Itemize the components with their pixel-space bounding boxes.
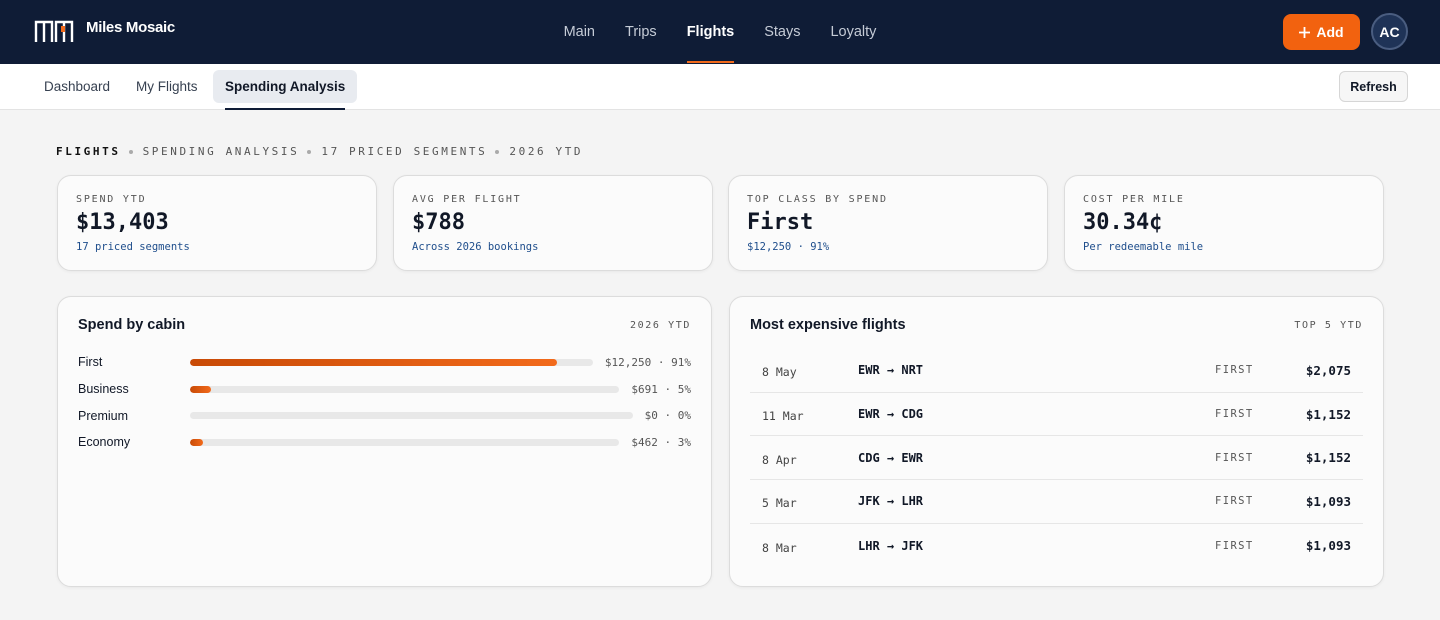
kpi-card: TOP CLASS BY SPEND First $12,250 · 91% — [728, 175, 1048, 271]
bar-fill — [190, 438, 203, 446]
cabin-name: Economy — [78, 435, 131, 450]
flight-date: 8 May — [762, 365, 797, 380]
kpi-value: $788 — [412, 210, 465, 235]
cabin-value: $691 · 5% — [631, 382, 691, 396]
flight-route: EWR → NRT — [858, 363, 924, 378]
kpi-sub: Across 2026 bookings — [412, 241, 539, 253]
flight-row[interactable]: 11 Mar EWR → CDG FIRST $1,152 — [750, 393, 1363, 437]
sub-nav: Refresh Dashboard My Flights Spending Anal… — [0, 64, 1440, 110]
flight-price: $1,093 — [1305, 538, 1351, 554]
main-nav: Main Trips Flights Stays Loyalty — [0, 0, 1440, 64]
nav-item[interactable]: Stays — [764, 24, 801, 40]
flight-class: FIRST — [1215, 495, 1254, 508]
kpi-label: SPEND YTD — [76, 194, 147, 205]
nav-item[interactable]: Main — [563, 24, 595, 40]
flight-class: FIRST — [1215, 408, 1254, 421]
flight-route: JFK → LHR — [858, 494, 924, 509]
sub-tab[interactable]: Dashboard — [44, 79, 111, 94]
separator-dot — [307, 149, 312, 154]
flight-class: FIRST — [1215, 539, 1254, 552]
kpi-label: AVG PER FLIGHT — [412, 194, 522, 205]
nav-item[interactable]: Loyalty — [830, 24, 877, 40]
kpi-value: $13,403 — [76, 210, 169, 235]
kpi-value: 30.34¢ — [1083, 210, 1163, 235]
breadcrumb-item: SPENDING ANALYSIS — [142, 145, 300, 158]
sub-tab[interactable]: Spending Analysis — [213, 70, 358, 110]
bar-track — [190, 358, 593, 366]
kpi-value: First — [747, 210, 814, 235]
flight-date: 8 Apr — [762, 452, 797, 467]
flight-route: CDG → EWR — [858, 450, 924, 465]
flight-row[interactable]: 8 May EWR → NRT FIRST $2,075 — [750, 349, 1363, 393]
flights-panel: Most expensive flights TOP 5 YTD 8 May EWR… — [729, 296, 1384, 587]
plus-icon — [1299, 26, 1311, 38]
avatar[interactable]: AC — [1371, 13, 1408, 50]
kpi-label: COST PER MILE — [1083, 194, 1185, 205]
cabin-name: First — [78, 355, 103, 370]
brand[interactable]: Miles Mosaic — [34, 18, 175, 44]
flight-date: 5 Mar — [762, 496, 797, 511]
breadcrumb-item: 2026 YTD — [509, 145, 584, 158]
flight-price: $1,152 — [1305, 406, 1351, 422]
cabin-name: Premium — [78, 408, 129, 423]
breadcrumb-item: 17 PRICED SEGMENTS — [321, 145, 488, 158]
bar-track — [190, 385, 620, 393]
flight-date: 11 Mar — [762, 409, 804, 424]
kpi-sub: 17 priced segments — [76, 241, 190, 253]
panel-title: Most expensive flights — [750, 317, 906, 333]
cabin-value: $12,250 · 91% — [604, 355, 691, 369]
cabin-row: First $12,250 · 91% — [78, 349, 691, 376]
breadcrumb: FLIGHTS SPENDING ANALYSIS 17 PRICED SEGMEN… — [56, 145, 583, 158]
panel-tag: TOP 5 YTD — [1294, 319, 1363, 331]
kpi-card: AVG PER FLIGHT $788 Across 2026 bookings — [393, 175, 713, 271]
flight-class: FIRST — [1215, 364, 1254, 377]
cabin-row: Business $691 · 5% — [78, 376, 691, 403]
cabin-row: Economy $462 · 3% — [78, 429, 691, 456]
bar-track — [190, 412, 633, 420]
kpi-card: COST PER MILE 30.34¢ Per redeemable mile — [1064, 175, 1384, 271]
kpi-sub: Per redeemable mile — [1083, 241, 1204, 253]
flight-row[interactable]: 8 Mar LHR → JFK FIRST $1,093 — [750, 524, 1363, 568]
cabin-panel: Spend by cabin 2026 YTD First $12,250 · 91… — [57, 296, 712, 587]
top-bar: Miles Mosaic Main Trips Flights Stays Loyalt… — [0, 0, 1440, 64]
cabin-name: Business — [78, 382, 129, 397]
logo — [34, 20, 74, 42]
flight-list: 8 May EWR → NRT FIRST $2,075 11 Mar EWR → CDG… — [750, 349, 1363, 567]
cabin-value: $462 · 3% — [631, 435, 691, 449]
sub-tab[interactable]: My Flights — [136, 79, 198, 94]
flight-price: $1,093 — [1305, 493, 1351, 509]
cabin-value: $0 · 0% — [644, 409, 691, 423]
flight-row[interactable]: 8 Apr CDG → EWR FIRST $1,152 — [750, 436, 1363, 481]
add-button[interactable]: Add — [1283, 14, 1360, 50]
flight-row[interactable]: 5 Mar JFK → LHR FIRST $1,093 — [750, 480, 1363, 524]
bar-fill — [190, 358, 557, 366]
add-label: Add — [1316, 24, 1344, 40]
kpi-card: SPEND YTD $13,403 17 priced segments — [57, 175, 377, 271]
nav-item[interactable]: Trips — [625, 24, 657, 40]
brand-name: Miles Mosaic — [86, 18, 175, 36]
breadcrumb-item: FLIGHTS — [56, 145, 121, 158]
bar-fill — [190, 385, 212, 393]
bar-track — [190, 438, 620, 446]
flight-route: LHR → JFK — [858, 538, 924, 553]
cabin-row: Premium $0 · 0% — [78, 402, 691, 429]
flight-route: EWR → CDG — [858, 407, 924, 422]
separator-dot — [128, 149, 133, 154]
kpi-sub: $12,250 · 91% — [747, 241, 830, 253]
flight-class: FIRST — [1215, 451, 1254, 464]
refresh-button[interactable]: Refresh — [1339, 71, 1408, 102]
flight-date: 8 Mar — [762, 540, 797, 555]
cabin-list: First $12,250 · 91% Business $691 · 5% Premi… — [78, 349, 691, 456]
flight-price: $1,152 — [1305, 450, 1351, 466]
panel-title: Spend by cabin — [78, 317, 186, 333]
nav-item[interactable]: Flights — [672, 0, 750, 64]
kpi-label: TOP CLASS BY SPEND — [747, 194, 888, 205]
panel-tag: 2026 YTD — [630, 319, 691, 331]
separator-dot — [495, 149, 500, 154]
flight-price: $2,075 — [1305, 362, 1351, 378]
